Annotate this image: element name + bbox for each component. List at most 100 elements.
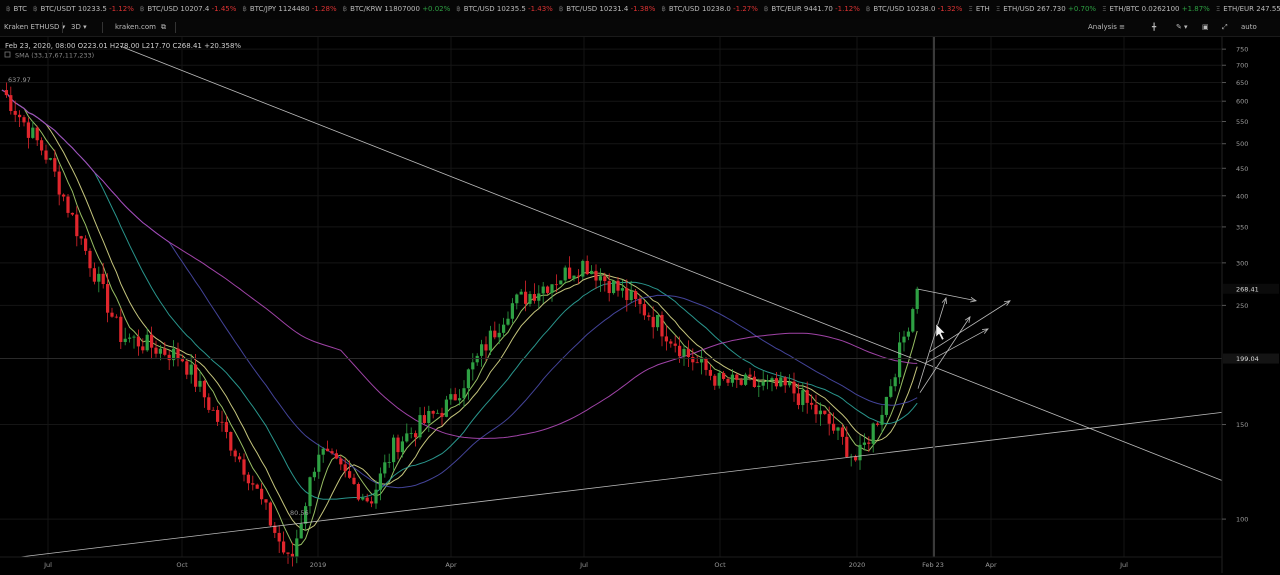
candle-up	[620, 288, 624, 291]
candle-up	[449, 394, 453, 400]
candle-up	[387, 462, 391, 463]
chart-area[interactable]: 750 700 650 600 550 500 450 400 350 300 250 150 100 2…	[0, 37, 1280, 573]
crosshair-icon[interactable]: ╋	[1152, 23, 1157, 31]
candle-down	[352, 477, 356, 484]
ticker-item[interactable]: ฿ BTC/USD 10238.0 -1.27%	[661, 0, 758, 19]
analysis-menu[interactable]: Analysis ≡	[1088, 19, 1125, 36]
candle-down	[827, 413, 831, 424]
ascending-trendline	[19, 412, 1223, 558]
price-tick-label: 250	[1236, 302, 1248, 310]
candle-up	[563, 267, 567, 281]
candle-down	[854, 456, 858, 461]
candle-down	[691, 356, 695, 363]
candle-down	[282, 541, 286, 553]
projection-arrow	[917, 288, 977, 302]
candle-down	[255, 484, 259, 489]
market-selector[interactable]: Kraken ETHUSD ▾	[4, 19, 65, 36]
ticker-item[interactable]: ฿ BTC/USD 10207.4 -1.45%	[140, 0, 237, 19]
ticker-symbol: BTC/EUR	[771, 5, 802, 13]
chart-toolbar: Kraken ETHUSD ▾ 3D ▾ kraken.com ⧉ Analys…	[0, 19, 1280, 37]
ticker-symbol: ETH/USD	[1003, 5, 1035, 13]
candle-up	[862, 442, 866, 445]
candle-up	[898, 342, 902, 378]
time-axis: Jul Oct 2019 Apr Jul Oct 2020 Feb 23 Apr Jul	[0, 556, 1222, 569]
ticker-item[interactable]: ฿ BTC/EUR 9441.70 -1.12%	[764, 0, 860, 19]
candle-down	[92, 268, 96, 282]
ticker-item[interactable]: ฿ BTC/JPY 1124480 -1.28%	[242, 0, 336, 19]
candle-down	[748, 374, 752, 377]
fullscreen-icon[interactable]: ⤢	[1222, 23, 1228, 31]
ticker-symbol: BTC/USDT	[40, 5, 76, 13]
candle-down	[396, 437, 400, 453]
mouse-cursor-icon	[935, 323, 946, 341]
candle-down	[634, 291, 638, 299]
ticker-item[interactable]: ฿ BTC/USD 10235.5 -1.43%	[456, 0, 553, 19]
candle-up	[559, 280, 563, 285]
external-link-icon[interactable]: ⧉	[161, 23, 166, 31]
coin-icon: ฿	[558, 5, 564, 13]
ticker-symbol: BTC/USD	[873, 5, 905, 13]
ticker-change: +0.70%	[1067, 5, 1097, 13]
candle-up	[295, 538, 299, 557]
candle-up	[779, 377, 783, 387]
indicator-visibility-checkbox[interactable]	[4, 51, 11, 58]
price-tick-label: 400	[1236, 192, 1248, 200]
ticker-item[interactable]: Ξ ETH	[968, 0, 989, 19]
price-chart[interactable]: 750 700 650 600 550 500 450 400 350 300 250 150 100 2…	[0, 37, 1280, 573]
candle-down	[84, 238, 88, 251]
candle-up	[97, 273, 101, 282]
candle-down	[642, 304, 646, 316]
candle-down	[224, 422, 228, 433]
source-link[interactable]: kraken.com	[115, 23, 156, 31]
candle-down	[330, 451, 334, 454]
candle-up	[884, 396, 888, 415]
candle-down	[576, 275, 580, 277]
candle-up	[158, 348, 162, 354]
candle-up	[409, 433, 413, 434]
arrowhead	[964, 315, 971, 323]
candle-up	[458, 398, 462, 401]
ticker-item[interactable]: ฿ BTC/USD 10238.0 -1.32%	[866, 0, 963, 19]
arrowhead	[970, 297, 978, 303]
candle-down	[603, 276, 607, 282]
candle-up	[383, 462, 387, 474]
arrowhead	[981, 328, 989, 334]
candle-down	[62, 194, 66, 197]
ticker-item[interactable]: Ξ ETH/USD 267.730 +0.70%	[996, 0, 1096, 19]
price-ticker: ฿ BTC ฿ BTC/USDT 10233.5 -1.12% ฿ BTC/USD 10…	[0, 0, 1280, 20]
candle-down	[53, 158, 57, 172]
ticker-item[interactable]: ฿ BTC/USDT 10233.5 -1.12%	[33, 0, 134, 19]
price-tick-label: 100	[1236, 516, 1248, 524]
candle-up	[480, 344, 484, 356]
candle-down	[40, 140, 44, 151]
candle-up	[466, 369, 470, 389]
candle-down	[35, 127, 39, 141]
ticker-item[interactable]: Ξ ETH/BTC 0.0262100 +1.87%	[1102, 0, 1210, 19]
candle-up	[581, 260, 585, 277]
candle-up	[788, 381, 792, 386]
candle-down	[273, 525, 277, 533]
time-tick-label: 2020	[849, 561, 866, 569]
chevron-down-icon[interactable]: ▾	[1184, 23, 1188, 31]
candle-up	[836, 427, 840, 431]
price-tick-label: 300	[1236, 259, 1248, 267]
candle-down	[13, 110, 17, 115]
candle-up	[304, 506, 308, 524]
auto-scale-toggle[interactable]: auto	[1241, 23, 1257, 31]
candle-down	[625, 288, 629, 301]
ticker-item[interactable]: ฿ BTC	[6, 0, 27, 19]
candle-up	[770, 378, 774, 381]
interval-selector[interactable]: 3D ▾	[71, 19, 87, 36]
candle-down	[9, 95, 13, 111]
candle-up	[744, 374, 748, 385]
candle-down	[805, 390, 809, 403]
screenshot-icon[interactable]: ▣	[1202, 23, 1209, 31]
projection-arrow	[917, 297, 947, 389]
trendline-drawings	[0, 37, 1223, 558]
candle-down	[651, 316, 655, 328]
ticker-item[interactable]: ฿ BTC/USD 10231.4 -1.38%	[559, 0, 656, 19]
ticker-item[interactable]: ฿ BTC/KRW 11807000 +0.02%	[343, 0, 451, 19]
draw-pencil-icon[interactable]: ✎	[1176, 23, 1182, 31]
candle-down	[286, 552, 290, 554]
